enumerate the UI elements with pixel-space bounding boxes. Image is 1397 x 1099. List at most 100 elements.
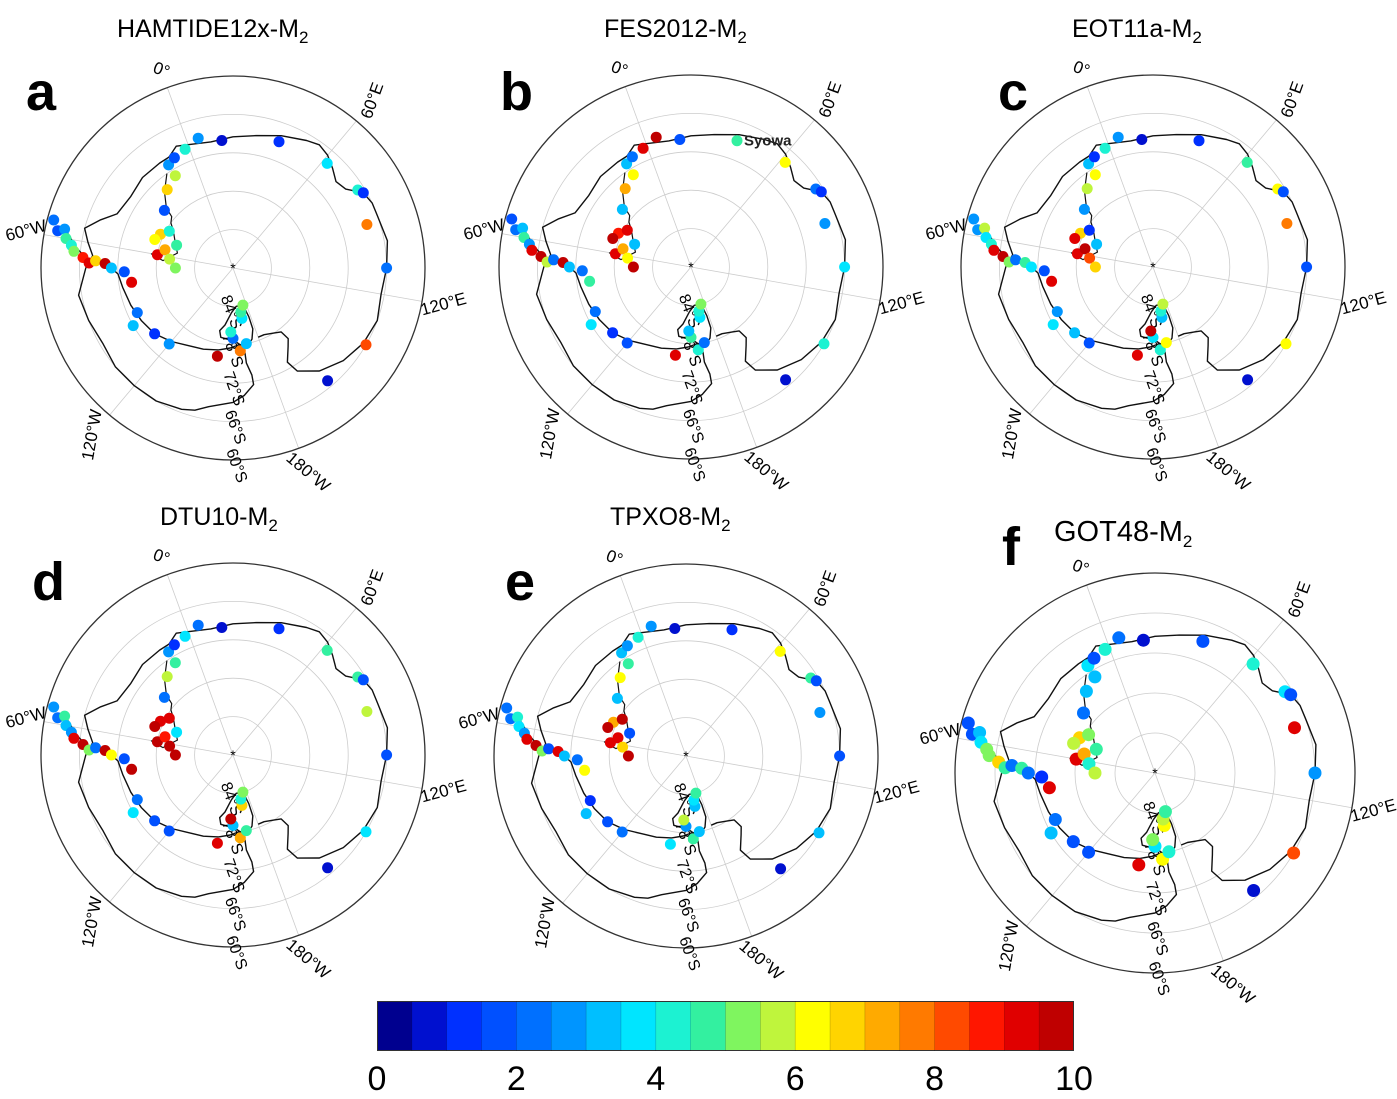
tide-gauge-station: [1081, 183, 1093, 195]
colorbar-segment: [586, 1001, 622, 1051]
colorbar-segment: [969, 1001, 1005, 1051]
meridian-line: [1154, 772, 1353, 809]
tide-gauge-station: [579, 764, 591, 776]
latitude-label: 66°S: [221, 895, 249, 934]
tide-gauge-station: [1082, 845, 1096, 859]
tide-gauge-station: [381, 749, 393, 761]
colorbar-frame: [377, 1001, 1074, 1051]
latitude-ring: [1034, 652, 1276, 894]
latitude-ring: [570, 640, 802, 872]
tide-gauge-station: [1154, 344, 1166, 356]
panel-title-subscript: 2: [298, 28, 309, 47]
tide-gauge-station: [619, 183, 631, 195]
south-pole-marker: *: [683, 748, 689, 764]
tide-gauge-station: [1242, 374, 1254, 386]
tide-gauge-station: [548, 254, 560, 266]
tide-gauge-station: [645, 620, 657, 632]
meridian-line: [624, 86, 692, 268]
tide-gauge-station: [159, 244, 171, 256]
latitude-label: 66°S: [674, 896, 702, 935]
latitude-label: 72°S: [1142, 880, 1170, 919]
tide-gauge-station: [68, 245, 80, 257]
tide-gauge-station: [164, 740, 176, 752]
tide-gauge-station: [813, 827, 825, 839]
tide-gauge-station: [164, 253, 176, 265]
tide-gauge-station: [240, 338, 252, 350]
tide-gauge-station: [1083, 224, 1095, 236]
longitude-label: 120°E: [1339, 288, 1389, 318]
latitude-label: 66°S: [1143, 920, 1171, 959]
antarctic-coastline: [64, 134, 389, 411]
tide-gauge-station: [321, 644, 333, 656]
tide-gauge-station: [1038, 265, 1050, 277]
south-pole-marker: *: [230, 260, 236, 276]
tide-gauge-station: [1088, 670, 1102, 684]
latitude-label: 60°S: [222, 934, 250, 973]
tide-gauge-station: [979, 222, 991, 234]
tide-gauge-station: [622, 252, 634, 264]
panel-title-main: TPXO8-M: [610, 503, 722, 531]
tide-gauge-station: [818, 338, 830, 350]
tide-gauge-station: [669, 623, 681, 634]
polar-map: *60°W0°120°W60°E180°W120°E84°S78°S72°S66…: [917, 555, 1397, 1008]
tide-gauge-station: [163, 712, 175, 724]
tide-gauge-station: [1136, 633, 1150, 647]
meridian-line: [166, 87, 234, 269]
colorbar-segment: [725, 1001, 761, 1051]
tide-gauge-station: [1047, 319, 1059, 331]
polar-map: *60°W0°120°W60°E180°W120°E84°S78°S72°S66…: [3, 545, 468, 983]
meridian-line: [232, 267, 423, 302]
meridian-line: [690, 266, 758, 448]
tide-gauge-station: [973, 726, 987, 739]
tide-gauge-station: [988, 244, 1000, 256]
tide-gauge-station: [211, 837, 223, 849]
tide-gauge-station: [90, 255, 102, 267]
latitude-ring: [608, 678, 764, 834]
tide-gauge-station: [237, 299, 249, 311]
tide-gauge-station: [698, 337, 710, 349]
latitude-ring: [1037, 151, 1269, 383]
tide-gauge-station: [1046, 275, 1058, 287]
tide-gauge-station: [361, 706, 373, 717]
tide-gauge-station: [68, 732, 80, 744]
longitude-label: 0°: [1070, 555, 1092, 578]
south-pole-marker: *: [1150, 259, 1156, 275]
meridian-line: [1152, 266, 1220, 448]
tide-gauge-station: [149, 815, 161, 827]
tide-gauge-station: [774, 645, 786, 657]
longitude-label: 60°E: [1284, 579, 1315, 620]
tide-gauge-station: [59, 223, 71, 235]
longitude-label: 60°W: [3, 703, 48, 732]
latitude-label: 72°S: [672, 858, 700, 897]
tide-gauge-station: [690, 787, 702, 799]
panel-title-subscript: 2: [1192, 28, 1202, 47]
tide-gauge-station: [731, 135, 743, 147]
colorbar-segment: [516, 1001, 552, 1051]
panel-letter: e: [505, 552, 536, 612]
map-panel-f: f GOT48-M2 * 60°W 0° 120°W 60°E 180°W 120°E 84°S 7…: [917, 500, 1397, 1009]
panel-letter: c: [998, 62, 1029, 122]
south-pole-marker: *: [1152, 765, 1158, 781]
tide-gauge-station: [611, 692, 623, 704]
panel-title: GOT48-M2: [1054, 518, 1192, 551]
latitude-label: 72°S: [219, 370, 247, 409]
colorbar-tick-label: 4: [646, 1060, 666, 1098]
meridian-line: [43, 234, 234, 269]
tide-gauge-station: [626, 151, 638, 163]
panel-title: EOT11a-M2: [1072, 17, 1202, 47]
colorbar-tick-label: 0: [367, 1060, 387, 1098]
tide-gauge-station: [159, 731, 171, 743]
tide-gauge-station: [161, 671, 173, 683]
tide-gauge-station: [1158, 805, 1172, 819]
tide-gauge-station: [1160, 337, 1172, 349]
longitude-label: 120°E: [419, 289, 469, 319]
tide-gauge-station: [982, 749, 996, 763]
tide-gauge-station: [669, 349, 681, 361]
tide-gauge-station: [192, 132, 204, 144]
tide-gauge-station: [815, 186, 827, 198]
tide-gauge-station: [1193, 135, 1205, 147]
tide-gauge-station: [629, 238, 641, 250]
tide-gauge-station: [1246, 657, 1260, 671]
longitude-label: 180°W: [1207, 961, 1258, 1008]
longitude-label: 120°E: [872, 777, 922, 807]
